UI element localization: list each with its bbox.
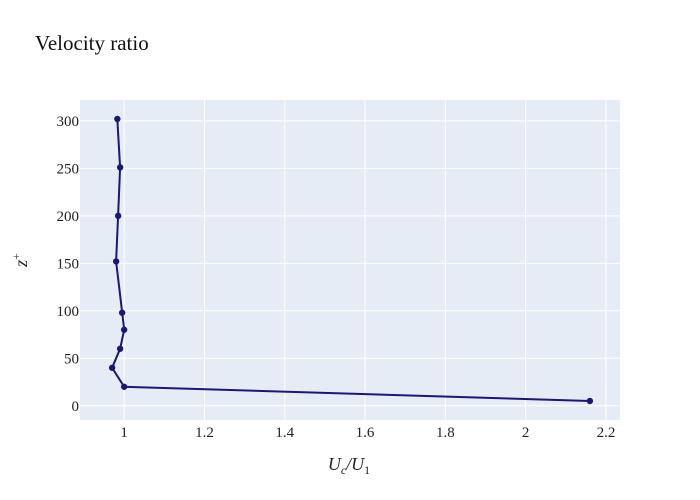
y-axis-ticks: 0 50 100 150 200 250 300	[57, 114, 80, 415]
data-point	[116, 164, 124, 171]
data-point	[586, 397, 594, 405]
y-tick-label: 100	[57, 304, 80, 320]
x-tick-label: 2.2	[597, 425, 616, 441]
data-point	[120, 326, 128, 333]
chart-title: Velocity ratio	[35, 31, 149, 55]
y-axis-label: z+	[9, 253, 31, 268]
y-tick-label: 50	[64, 351, 79, 367]
gridlines	[80, 100, 620, 420]
data-point	[120, 383, 128, 390]
x-tick-label: 1.6	[356, 425, 375, 441]
data-point	[112, 258, 120, 265]
y-tick-label: 300	[57, 114, 80, 130]
x-tick-label: 1.8	[436, 425, 455, 441]
x-axis-label: Uc/U1	[328, 454, 370, 477]
x-tick-label: 1.2	[195, 425, 214, 441]
x-tick-label: 1.4	[275, 425, 294, 441]
x-axis-ticks: 1 1.2 1.4 1.6 1.8 2 2.2	[120, 425, 615, 441]
data-point	[108, 364, 116, 371]
y-tick-label: 0	[72, 399, 80, 415]
plot-area	[80, 100, 620, 420]
data-point	[116, 345, 124, 352]
y-tick-label: 250	[57, 161, 80, 177]
data-point	[118, 309, 126, 316]
x-tick-label: 1	[120, 425, 128, 441]
y-tick-label: 200	[57, 209, 80, 225]
x-tick-label: 2	[522, 425, 530, 441]
series-line	[110, 118, 590, 402]
y-tick-label: 150	[57, 256, 80, 272]
data-point	[114, 115, 121, 123]
data-point	[114, 212, 122, 220]
series-layer	[108, 115, 594, 405]
